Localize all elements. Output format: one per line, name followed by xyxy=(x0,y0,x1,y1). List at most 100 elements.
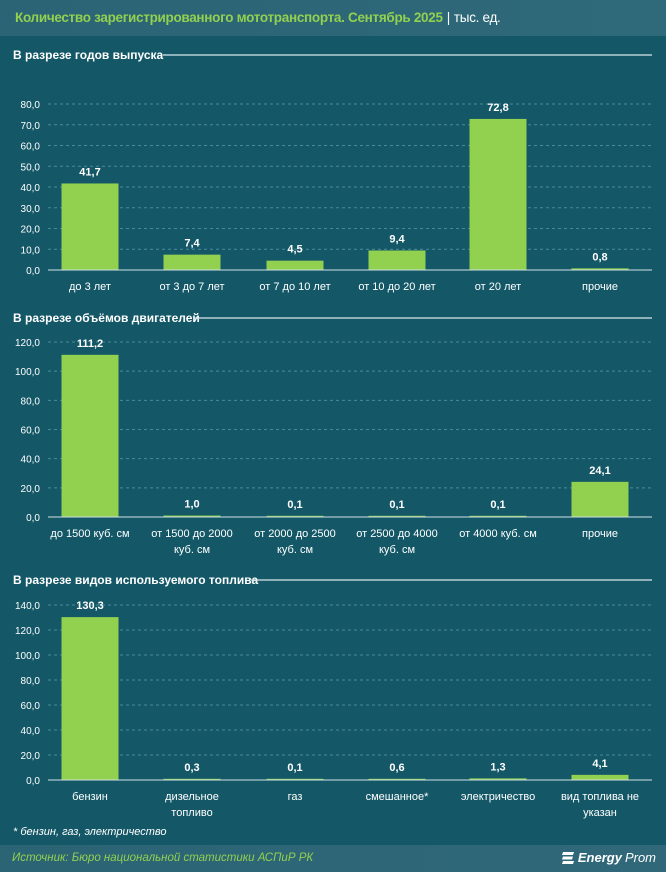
y-tick-label: 40,0 xyxy=(21,455,41,466)
logo-icon xyxy=(561,851,574,864)
y-tick-label: 140,0 xyxy=(15,601,40,612)
bar xyxy=(266,778,324,780)
x-tick-label: от 20 лет xyxy=(475,281,521,293)
chart-years: В разрезе годов выпуска 0,0 10,0 20,0 30,0 40… xyxy=(13,48,652,293)
title-separator: | xyxy=(446,10,451,25)
y-tick-label: 120,0 xyxy=(15,626,40,637)
logo-text-b: Prom xyxy=(624,850,656,865)
logo-text-a: Energy xyxy=(577,850,622,865)
x-tick-label: прочие xyxy=(582,281,618,293)
y-tick-label: 120,0 xyxy=(15,338,40,349)
bar xyxy=(571,268,629,270)
bar xyxy=(469,778,527,780)
footnote: * бензин, газ, электричество xyxy=(13,826,167,838)
x-tick-label: от 7 до 10 лет xyxy=(259,281,330,293)
data-label: 0,8 xyxy=(592,251,607,263)
x-tick-label: смешанное* xyxy=(366,791,430,803)
x-tick-label: до 1500 куб. см xyxy=(50,528,129,540)
y-tick-label: 70,0 xyxy=(21,121,41,132)
y-tick-label: 80,0 xyxy=(21,396,41,407)
y-tick-label: 0,0 xyxy=(26,513,40,524)
data-label: 0,1 xyxy=(389,499,404,511)
x-tick-label: прочие xyxy=(582,528,618,540)
x-tick-label: от 2000 до 2500 xyxy=(254,528,336,540)
bar xyxy=(368,778,426,780)
title-text: Количество зарегистрированного мототранс… xyxy=(15,10,443,25)
chart-title: Количество зарегистрированного мототранс… xyxy=(15,10,501,25)
data-label: 130,3 xyxy=(76,600,104,612)
bar xyxy=(61,183,119,270)
data-label: 1,3 xyxy=(490,761,505,773)
data-label: 0,1 xyxy=(490,499,505,511)
x-tick-label: от 2500 до 4000 xyxy=(356,528,438,540)
x-tick-label: куб. см xyxy=(277,544,313,556)
bar xyxy=(61,354,119,517)
data-label: 4,5 xyxy=(287,244,302,256)
x-tick-label: куб. см xyxy=(379,544,415,556)
y-tick-label: 10,0 xyxy=(21,245,41,256)
y-tick-label: 30,0 xyxy=(21,204,41,215)
section-title: В разрезе объёмов двигателей xyxy=(13,311,200,325)
data-label: 24,1 xyxy=(589,465,610,477)
x-tick-label: от 1500 до 2000 xyxy=(151,528,233,540)
bar xyxy=(368,515,426,517)
x-tick-label: до 3 лет xyxy=(69,281,111,293)
bar xyxy=(266,515,324,517)
x-tick-label: бензин xyxy=(72,791,108,803)
header: Количество зарегистрированного мототранс… xyxy=(0,0,666,36)
data-label: 0,1 xyxy=(287,499,302,511)
data-label: 7,4 xyxy=(184,238,200,250)
data-label: 9,4 xyxy=(389,233,405,245)
x-tick-label: вид топлива не xyxy=(561,791,639,803)
x-tick-label: куб. см xyxy=(174,544,210,556)
source-text: Источник: Бюро национальной статистики А… xyxy=(12,852,314,864)
y-tick-label: 20,0 xyxy=(21,225,41,236)
y-tick-label: 20,0 xyxy=(21,751,41,762)
y-tick-label: 20,0 xyxy=(21,484,41,495)
x-tick-label: от 10 до 20 лет xyxy=(358,281,435,293)
unit-label: тыс. ед. xyxy=(453,10,501,25)
data-label: 41,7 xyxy=(79,166,100,178)
bar xyxy=(163,254,221,270)
section-title: В разрезе видов используемого топлива xyxy=(13,573,258,587)
bar xyxy=(266,260,324,270)
x-tick-label: газ xyxy=(288,791,303,803)
chart-fuel-type: В разрезе видов используемого топлива 0,0… xyxy=(13,573,652,819)
energyprom-logo: Energy Prom xyxy=(561,850,656,865)
y-tick-label: 60,0 xyxy=(21,426,41,437)
y-tick-label: 60,0 xyxy=(21,142,41,153)
x-tick-label: топливо xyxy=(171,807,212,819)
bar xyxy=(571,481,629,517)
bar xyxy=(61,617,119,780)
chart-engine-volume: В разрезе объёмов двигателей 0,0 20,0 40,0 6… xyxy=(13,311,652,556)
data-label: 0,6 xyxy=(389,762,404,774)
x-tick-label: электричество xyxy=(461,791,535,803)
y-tick-label: 40,0 xyxy=(21,726,41,737)
y-tick-label: 50,0 xyxy=(21,162,41,173)
bar xyxy=(368,250,426,270)
y-tick-label: 60,0 xyxy=(21,701,41,712)
x-tick-label: от 4000 куб. см xyxy=(459,528,537,540)
data-label: 1,0 xyxy=(184,499,199,511)
bar xyxy=(571,774,629,780)
x-tick-label: от 3 до 7 лет xyxy=(159,281,224,293)
y-tick-label: 0,0 xyxy=(26,266,40,277)
y-tick-label: 80,0 xyxy=(21,676,41,687)
bar xyxy=(163,515,221,517)
y-tick-label: 100,0 xyxy=(15,651,40,662)
section-title: В разрезе годов выпуска xyxy=(13,48,164,62)
data-label: 0,1 xyxy=(287,762,302,774)
data-label: 72,8 xyxy=(487,102,508,114)
y-tick-label: 80,0 xyxy=(21,100,41,111)
x-tick-label: указан xyxy=(583,807,617,819)
data-label: 111,2 xyxy=(77,338,103,350)
x-tick-label: дизельное xyxy=(165,791,219,803)
y-tick-label: 40,0 xyxy=(21,183,41,194)
y-tick-label: 100,0 xyxy=(15,367,40,378)
bar xyxy=(469,515,527,517)
data-label: 4,1 xyxy=(592,758,607,770)
footer: Источник: Бюро национальной статистики А… xyxy=(0,845,666,872)
bar xyxy=(469,118,527,270)
y-tick-label: 0,0 xyxy=(26,776,40,787)
bar xyxy=(163,778,221,780)
